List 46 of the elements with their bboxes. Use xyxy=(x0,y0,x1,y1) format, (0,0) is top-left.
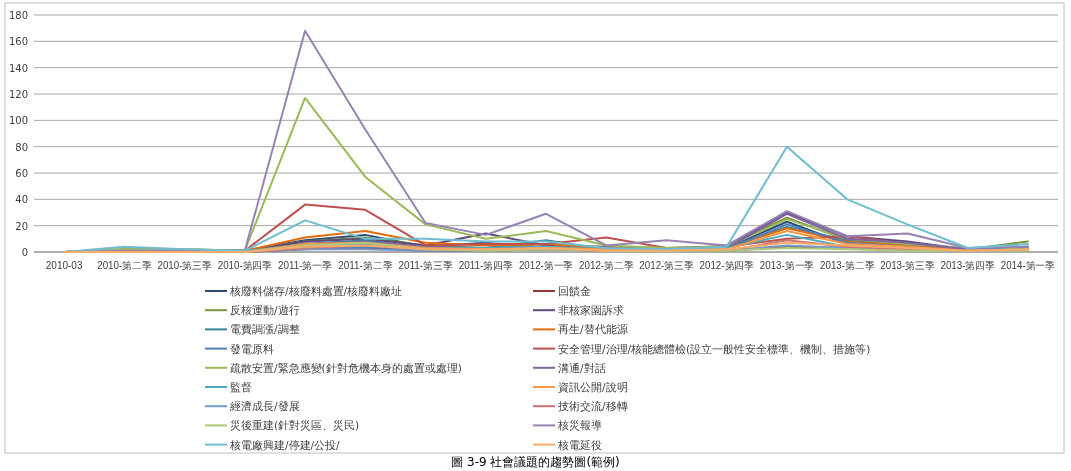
y-tick-label: 0 xyxy=(21,247,28,258)
y-tick-label: 80 xyxy=(15,141,28,153)
x-tick-label: 2012-第二季 xyxy=(579,260,635,271)
x-tick-label: 2013-第一季 xyxy=(759,260,816,271)
legend-label: 發電原料 xyxy=(230,342,274,355)
legend-label: 再生/替代能源 xyxy=(558,323,628,336)
x-tick-label: 2011-第一季 xyxy=(277,260,333,271)
legend-label: 核電廠興建/停建/公投/ xyxy=(229,438,341,451)
legend-label: 經濟成長/發展 xyxy=(229,400,300,413)
legend-label: 資訊公開/說明 xyxy=(558,381,628,393)
y-tick-label: 20 xyxy=(15,220,28,232)
y-tick-label: 40 xyxy=(15,194,28,206)
x-tick-label: 2012-第一季 xyxy=(518,260,575,271)
x-tick-label: 2014-第一季 xyxy=(1000,260,1057,271)
legend-label: 技術交流/移轉 xyxy=(557,400,628,413)
x-tick-label: 2013-第四季 xyxy=(940,260,997,271)
y-tick-label: 120 xyxy=(8,89,28,100)
y-tick-label: 140 xyxy=(8,62,28,74)
legend-label: 核電延役 xyxy=(557,438,602,451)
y-tick-label: 180 xyxy=(8,10,28,21)
y-tick-label: 100 xyxy=(8,115,28,127)
legend-label: 溝通/對話 xyxy=(558,361,606,374)
legend-label: 疏散安置/緊急應變(針對危機本身的處置或處理) xyxy=(230,361,462,374)
legend-label: 反核運動/遊行 xyxy=(230,304,300,317)
x-tick-label: 2013-第三季 xyxy=(880,260,936,271)
legend-label: 安全管理/治理/核能總體檢(設立一般性安全標準、機制、措施等) xyxy=(558,342,871,355)
x-tick-label: 2011-第四季 xyxy=(458,260,514,271)
legend-label: 核災報導 xyxy=(557,419,602,432)
legend-label: 災後重建(針對災區、災民) xyxy=(230,419,360,432)
y-tick-label: 160 xyxy=(8,36,28,48)
x-tick-label: 2010-第三季 xyxy=(157,260,214,271)
x-tick-label: 2010-第四季 xyxy=(217,260,274,271)
x-tick-label: 2011-第三季 xyxy=(398,260,454,271)
legend-label: 非核家園訴求 xyxy=(558,304,624,317)
legend-label: 回饋金 xyxy=(558,285,591,297)
x-tick-label: 2012-第三季 xyxy=(639,260,695,271)
x-tick-label: 2010-03 xyxy=(45,260,83,271)
y-tick-label: 60 xyxy=(15,168,28,179)
x-tick-label: 2012-第四季 xyxy=(699,260,756,271)
legend-label: 核廢料儲存/核廢料處置/核廢料廠址 xyxy=(229,285,403,297)
legend-label: 監督 xyxy=(230,381,252,393)
x-tick-label: 2011-第二季 xyxy=(338,260,394,271)
legend-label: 電費調漲/調整 xyxy=(230,323,300,336)
x-tick-label: 2013-第二季 xyxy=(820,260,876,271)
x-tick-label: 2010-第二季 xyxy=(97,260,153,271)
caption: 圖 3-9 社會議題的趨勢圖(範例) xyxy=(451,455,620,469)
